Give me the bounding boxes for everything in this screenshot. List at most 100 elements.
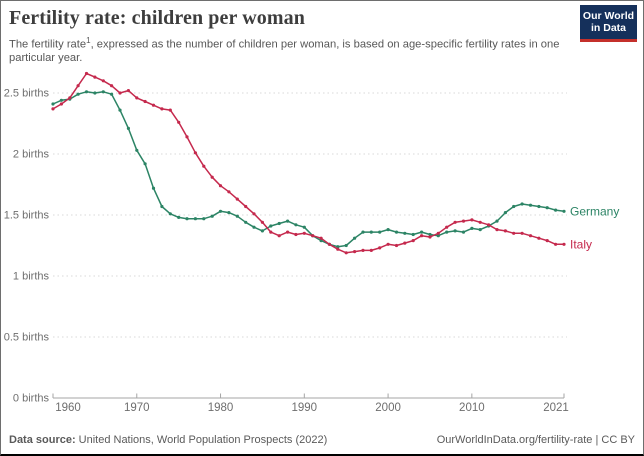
italy-point (394, 243, 399, 248)
data-source-label: Data source: (9, 434, 76, 446)
y-tick-label: 1.5 births (4, 210, 50, 222)
germany-point (353, 236, 357, 240)
germany-point (336, 245, 340, 249)
germany-point (344, 243, 348, 248)
germany-point (118, 108, 122, 112)
italy-point (235, 197, 239, 201)
italy-point (369, 248, 373, 252)
italy-point (193, 151, 197, 155)
italy-point (503, 229, 507, 233)
italy-series-label: Italy (570, 237, 592, 251)
italy-point (453, 220, 457, 224)
germany-point (411, 232, 415, 237)
germany-point (177, 215, 181, 219)
germany-point (470, 226, 474, 230)
germany-point (403, 231, 407, 235)
italy-point (68, 96, 72, 100)
italy-point (135, 96, 139, 100)
germany-point (554, 208, 558, 212)
germany-point (562, 209, 566, 213)
germany-point (386, 228, 390, 232)
germany-point (302, 225, 306, 229)
germany-point (294, 223, 298, 227)
italy-point (445, 225, 449, 229)
x-tick-label: 1990 (292, 402, 318, 414)
x-tick-label: 2000 (375, 402, 401, 414)
owid-logo[interactable]: Our World in Data (580, 5, 637, 42)
germany-point (143, 162, 147, 166)
germany-point (160, 204, 164, 209)
germany-point (235, 214, 239, 218)
italy-point (353, 250, 357, 254)
germany-point (436, 234, 440, 238)
italy-point (210, 175, 214, 179)
germany-point (185, 217, 189, 221)
germany-point (59, 98, 64, 102)
italy-point (84, 71, 89, 76)
germany-point (512, 204, 516, 209)
germany-point (126, 126, 130, 130)
footnote-marker: 1 (86, 36, 91, 45)
italy-point (420, 234, 424, 238)
italy-point (110, 84, 114, 88)
italy-point (277, 234, 281, 238)
italy-point (177, 120, 181, 124)
germany-point (84, 90, 89, 94)
germany-point (135, 148, 139, 152)
germany-point (461, 230, 466, 234)
italy-point (93, 75, 97, 79)
italy-point (378, 246, 382, 250)
italy-point (461, 219, 466, 223)
germany-point (369, 230, 373, 234)
germany-point (51, 102, 55, 106)
italy-point (336, 247, 340, 251)
germany-point (537, 204, 541, 209)
credit-link[interactable]: OurWorldInData.org/fertility-rate | CC B… (436, 434, 635, 446)
italy-point (252, 212, 256, 216)
germany-point (277, 221, 281, 226)
y-tick-label: 0 births (13, 393, 50, 405)
italy-point (286, 230, 290, 234)
chart-footer: Data source: United Nations, World Popula… (9, 434, 635, 446)
italy-point (528, 234, 533, 238)
x-tick-label: 1980 (208, 402, 234, 414)
italy-point (260, 220, 264, 224)
germany-point (202, 217, 206, 221)
italy-point (51, 107, 55, 111)
italy-point (319, 236, 323, 240)
germany-point (520, 202, 524, 206)
germany-point (151, 186, 156, 190)
germany-point (93, 91, 97, 95)
italy-point (554, 242, 558, 246)
italy-point (344, 251, 348, 255)
italy-point (537, 236, 541, 240)
logo-line2: in Data (590, 22, 626, 34)
germany-point (528, 203, 533, 207)
germany-point (260, 229, 264, 233)
germany-point (227, 211, 231, 215)
chart-subtitle: The fertility rate1, expressed as the nu… (9, 34, 571, 66)
germany-point (394, 230, 399, 234)
italy-point (470, 218, 474, 222)
germany-point (319, 239, 323, 243)
y-tick-label: 2 births (13, 149, 50, 161)
germany-point (453, 229, 457, 233)
germany-point (545, 206, 549, 210)
germany-point (210, 214, 214, 218)
italy-point (59, 102, 64, 106)
italy-point (361, 248, 365, 252)
italy-point (269, 230, 273, 234)
italy-point (185, 135, 189, 139)
italy-point (545, 239, 549, 243)
italy-point (160, 107, 164, 111)
logo-line1: Our World (582, 10, 635, 22)
italy-point (520, 231, 524, 235)
italy-point (126, 89, 130, 93)
germany-line[interactable] (52, 91, 565, 248)
italy-point (311, 234, 315, 238)
italy-point (302, 231, 306, 235)
italy-point (244, 204, 248, 209)
italy-point (151, 103, 156, 107)
